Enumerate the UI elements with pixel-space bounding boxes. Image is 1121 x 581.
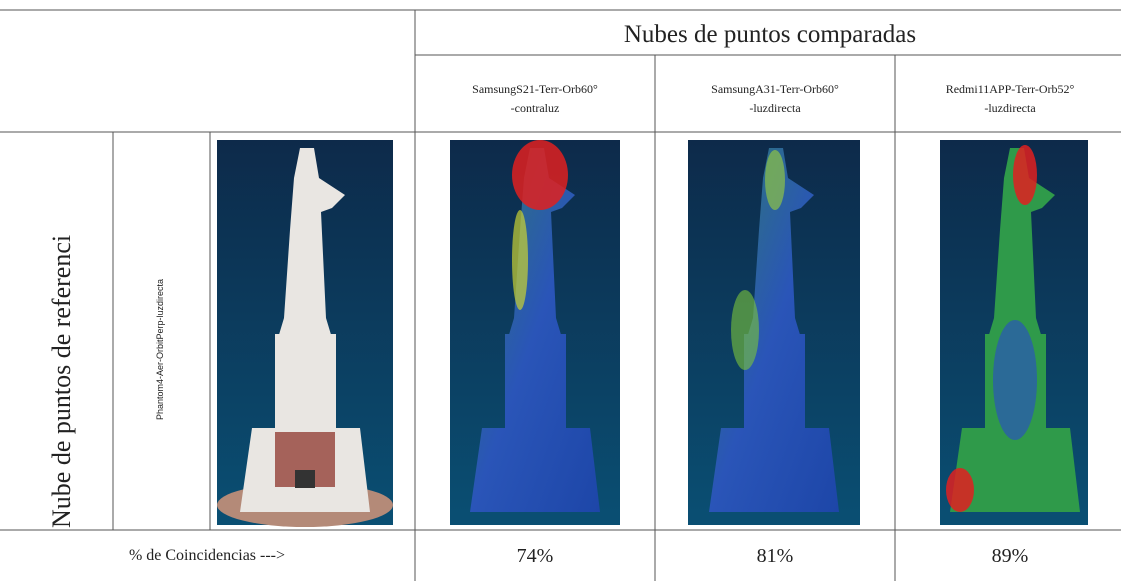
cloud-image [688, 140, 860, 525]
reference-label: Phantom4-Aer-OrbitPerp-luzdirecta [155, 279, 165, 420]
column-header: -luzdirecta [749, 101, 801, 115]
column-header: SamsungA31-Terr-Orb60° [711, 82, 839, 96]
cloud-image [450, 140, 620, 525]
column-header: -luzdirecta [984, 101, 1036, 115]
table-borders [0, 9, 1121, 581]
result: 81% [757, 545, 794, 567]
cloud-image [940, 140, 1088, 525]
row-label: Nube de puntos de referenci [47, 235, 76, 528]
column-header: Redmi11APP-Terr-Orb52° [946, 82, 1075, 96]
column-header: SamsungS21-Terr-Orb60° [472, 82, 598, 96]
result: 89% [992, 545, 1029, 567]
group-title: Nubes de puntos comparadas [624, 21, 916, 48]
footer-label: % de Coincidencias ---> [129, 547, 285, 564]
reference-photo [217, 140, 393, 527]
result: 74% [517, 545, 554, 567]
column-header: -contraluz [511, 101, 560, 115]
